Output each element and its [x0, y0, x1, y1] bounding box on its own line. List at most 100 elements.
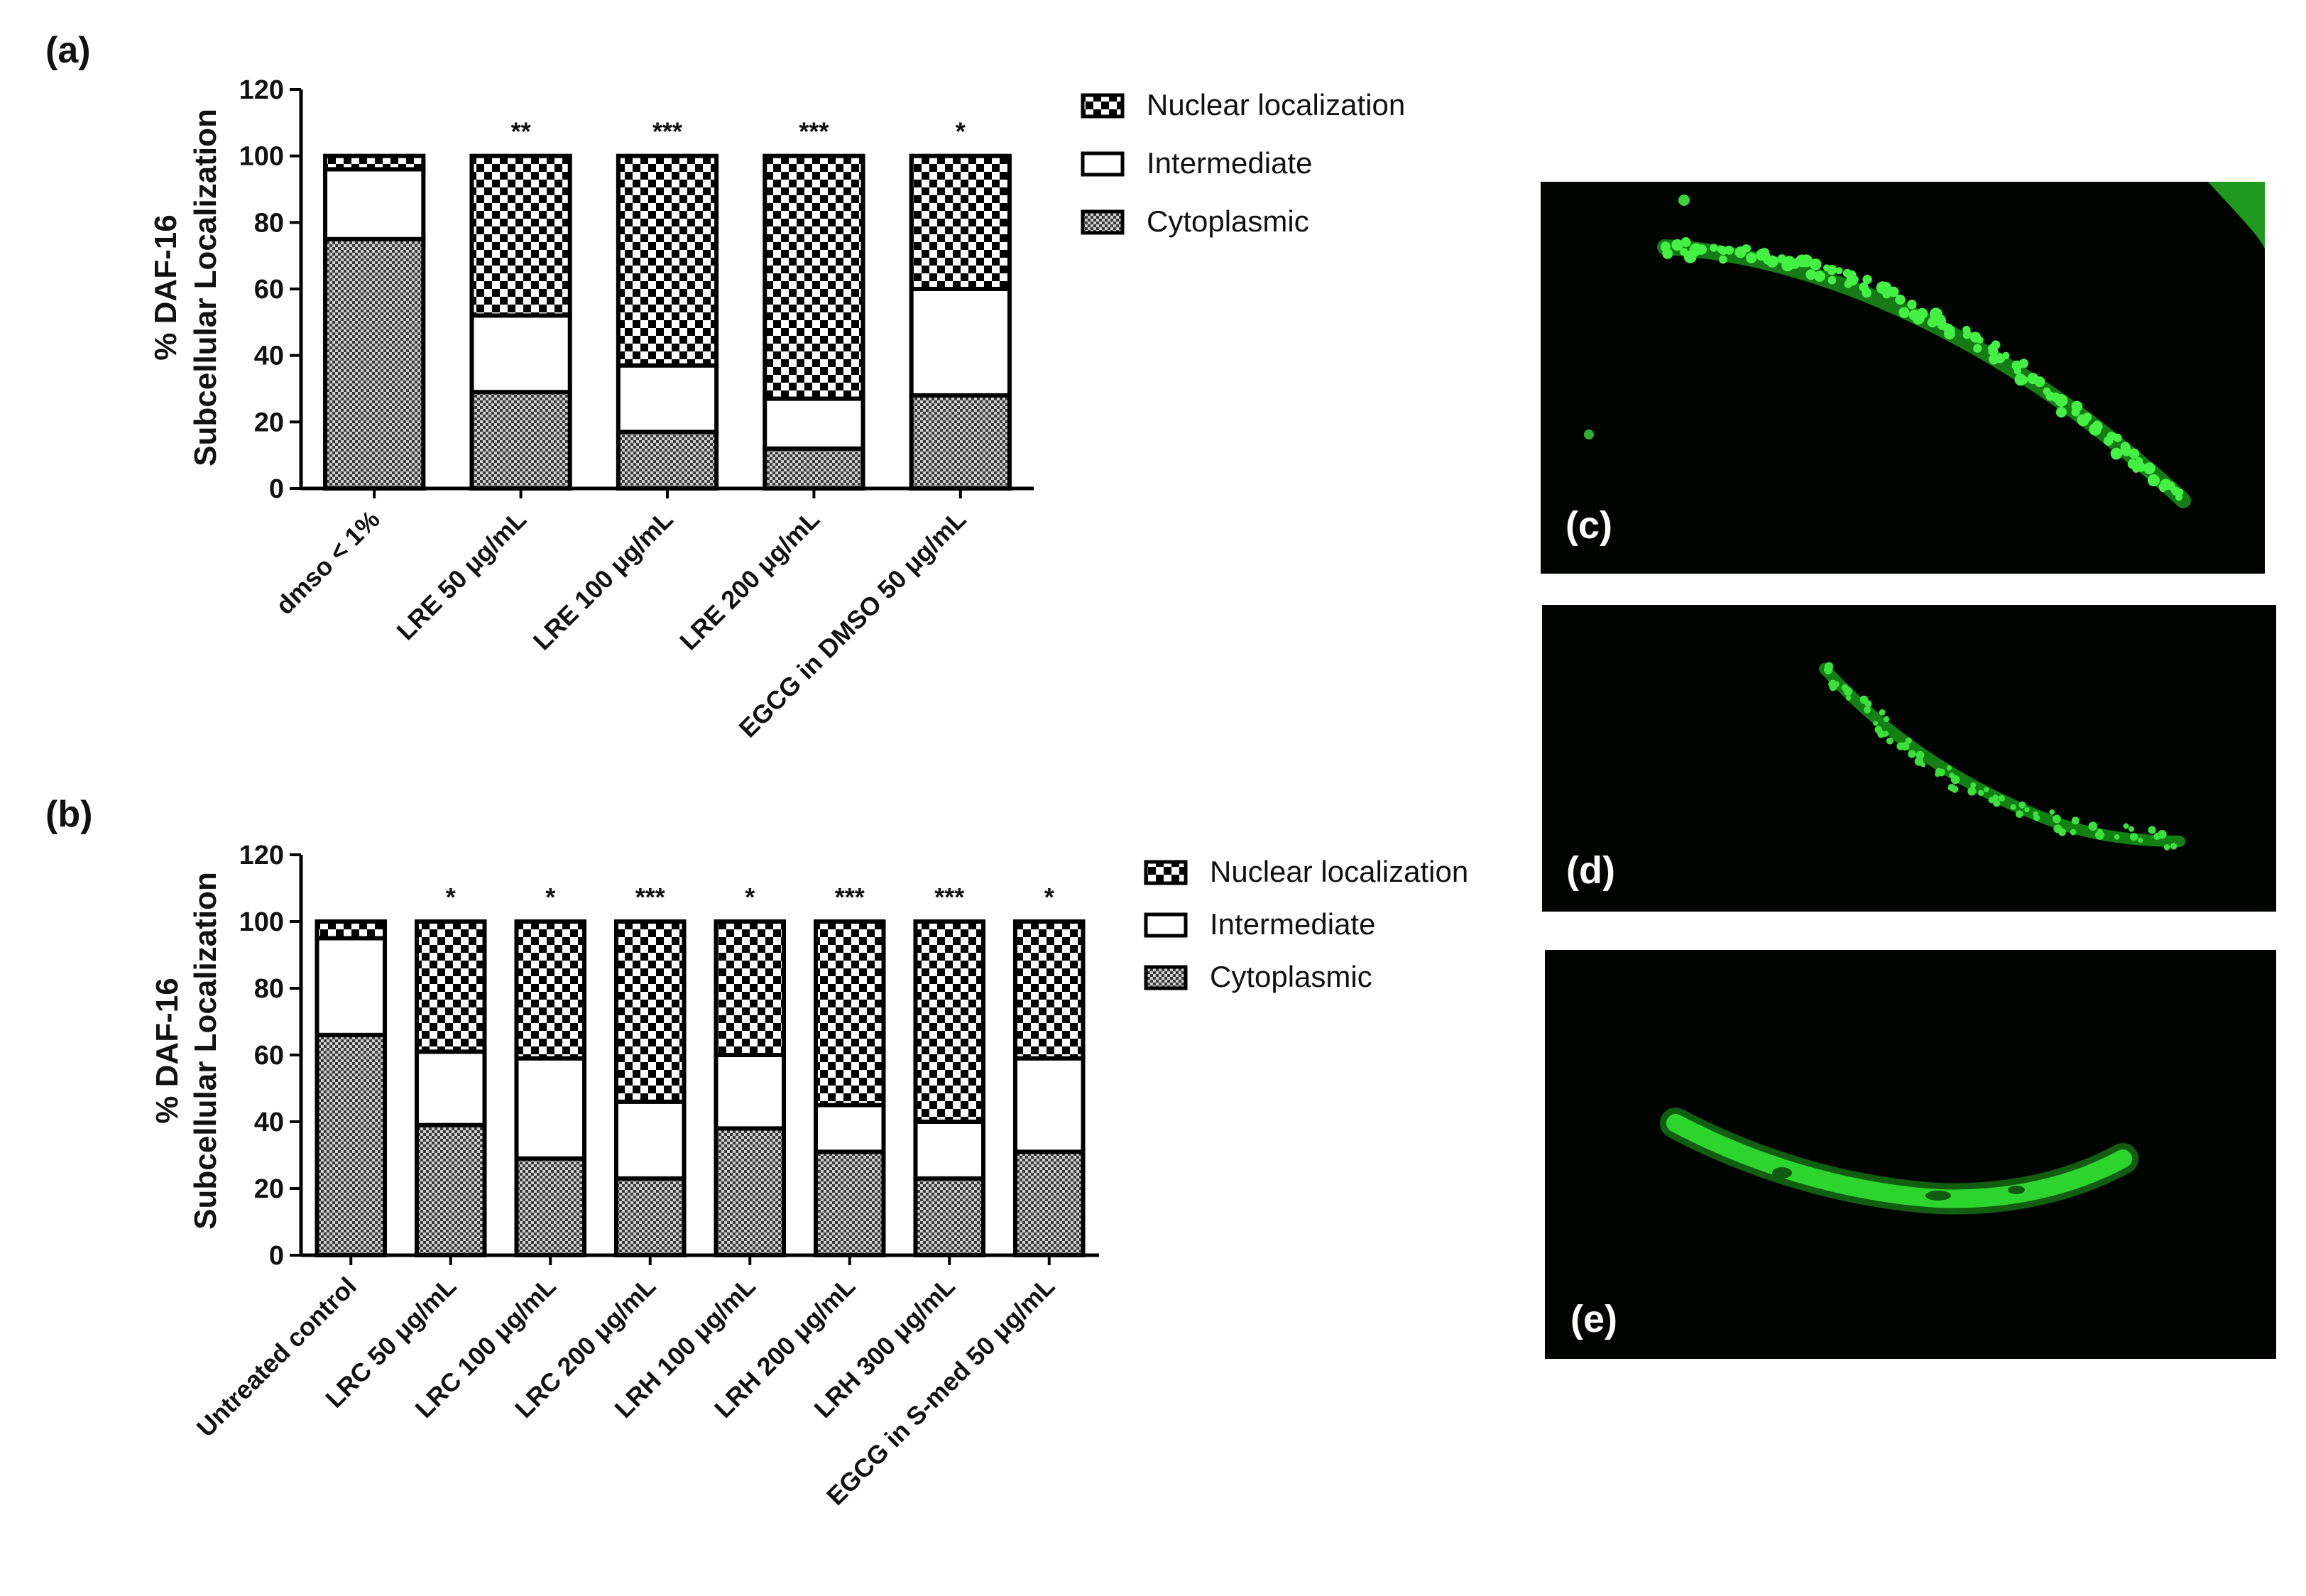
gfp-nucleus [2148, 826, 2156, 834]
gfp-nucleus [2123, 823, 2129, 829]
panel-label-a: (a) [45, 30, 91, 71]
gfp-nucleus [1916, 307, 1928, 319]
bar-segment-intermediate [315, 936, 388, 1037]
significance-label: * [956, 117, 966, 146]
bar-segment-intermediate [514, 1056, 587, 1161]
bars-b [315, 919, 1086, 1258]
x-tick-label: LRE 200 μg/mL [674, 505, 825, 656]
gfp-nucleus [1946, 765, 1952, 771]
legend-b: Nuclear localization Intermediate Cytoplas… [1144, 855, 1468, 993]
gfp-nucleus [1901, 741, 1910, 751]
micrograph-label-e: (e) [1570, 1298, 1617, 1340]
bar-segment-cytoplasmic [613, 1176, 687, 1258]
gfp-nucleus [1988, 797, 1995, 804]
legend-swatch [1081, 151, 1125, 177]
gfp-nucleus [1950, 775, 1960, 785]
bar-segment-cytoplasmic [323, 236, 426, 491]
significance-label: * [745, 882, 755, 912]
gfp-nucleus [1696, 244, 1707, 255]
micrograph-label-c: (c) [1565, 504, 1612, 547]
gfp-nucleus [1978, 789, 1984, 797]
gfp-nucleus [1744, 244, 1752, 252]
micrograph-background-d [1542, 605, 2276, 912]
gfp-nucleus [2058, 828, 2067, 836]
gfp-nucleus [2092, 822, 2097, 828]
gfp-nucleus [1710, 244, 1718, 252]
y-axis-label-line2-a: Subcellular Localization [188, 109, 223, 466]
bar-segment-intermediate [616, 363, 719, 434]
x-tick-label: Untreated control [191, 1272, 362, 1443]
bar-segment-intermediate [813, 1103, 886, 1154]
gfp-nucleus [1789, 258, 1800, 269]
bar-segment-cytoplasmic [414, 1122, 487, 1257]
legend-label: Intermediate [1147, 146, 1312, 180]
significance-label: * [1044, 882, 1054, 912]
gfp-nucleus [2018, 359, 2029, 368]
gfp-nucleus [2110, 447, 2123, 460]
micrograph-d: (d) [1542, 605, 2276, 912]
gfp-nuclei-d [1823, 662, 2177, 851]
gfp-nucleus [1907, 300, 1917, 310]
legend-swatch [1081, 209, 1125, 235]
y-axis-label-line2-b: Subcellular Localization [188, 872, 223, 1230]
gfp-nucleus [1967, 787, 1977, 796]
gfp-nucleus [1929, 307, 1942, 321]
bar-segment-cytoplasmic [763, 446, 865, 491]
gfp-nucleus [2002, 351, 2010, 360]
gfp-nucleus [1898, 307, 1910, 318]
gfp-nucleus [2143, 462, 2155, 475]
gfp-nucleus [2049, 809, 2055, 815]
bar-segment-intermediate [1012, 1056, 1086, 1154]
bar-segment-cytoplasmic [714, 1126, 787, 1258]
gut-granule-e2 [1925, 1191, 1951, 1201]
chart-panel-a: (a) % DAF-16 Subcellular Localization 0 2… [45, 30, 1405, 743]
gfp-nucleus [1908, 750, 1916, 758]
gfp-nucleus [1864, 700, 1872, 708]
significance-label: ** [511, 117, 531, 146]
gfp-nucleus [2070, 829, 2077, 836]
gfp-nucleus [2130, 833, 2138, 841]
axes-b [299, 855, 1099, 1257]
bar-segment-nuclear-localization [763, 153, 865, 401]
gfp-nucleus [1862, 288, 1871, 298]
micrograph-label-d: (d) [1566, 849, 1615, 892]
y-tick-label: 80 [254, 974, 284, 1004]
gfp-nucleus [1681, 237, 1691, 248]
significance-label: *** [652, 117, 682, 146]
gfp-nucleus [2106, 432, 2116, 441]
gfp-nucleus [1814, 270, 1825, 282]
worm-fragment-c [2208, 182, 2265, 248]
bar-segment-nuclear-localization [913, 919, 986, 1124]
bar-segment-intermediate [613, 1099, 687, 1181]
bar-segment-cytoplasmic [616, 430, 719, 491]
bar-segment-nuclear-localization [414, 919, 487, 1054]
bar-segment-cytoplasmic [909, 393, 1012, 491]
gfp-nucleus [2114, 833, 2120, 840]
gfp-nucleus [1879, 709, 1886, 716]
gfp-nucleus [2071, 816, 2080, 825]
micrograph-background-c [1541, 182, 2265, 574]
legend-swatch [1081, 93, 1125, 119]
y-tick-label: 80 [254, 208, 284, 238]
gfp-nucleus [1993, 799, 2001, 807]
y-tick-label: 120 [239, 75, 284, 105]
gfp-nucleus [2097, 829, 2103, 835]
significance-label: * [446, 882, 456, 912]
y-tick-label: 40 [254, 1108, 284, 1137]
gfp-nucleus [2089, 423, 2102, 436]
gfp-nucleus [2024, 807, 2030, 813]
gfp-nucleus [2129, 448, 2140, 459]
gfp-nuclei-c [1660, 237, 2184, 501]
gfp-nucleus [2033, 814, 2040, 821]
gfp-nucleus [2053, 814, 2061, 824]
debris-spot-c2 [1584, 430, 1594, 439]
y-axis-ticks-a: 0 20 40 60 80 100 120 [239, 75, 301, 504]
micrograph-e: (e) [1545, 950, 2276, 1359]
legend-label: Intermediate [1210, 907, 1375, 941]
bar-segment-nuclear-localization [514, 919, 587, 1061]
gfp-nucleus [1895, 294, 1906, 305]
gfp-nucleus [1942, 323, 1953, 334]
gfp-nucleus [2175, 493, 2182, 501]
gfp-nucleus [1671, 239, 1683, 251]
